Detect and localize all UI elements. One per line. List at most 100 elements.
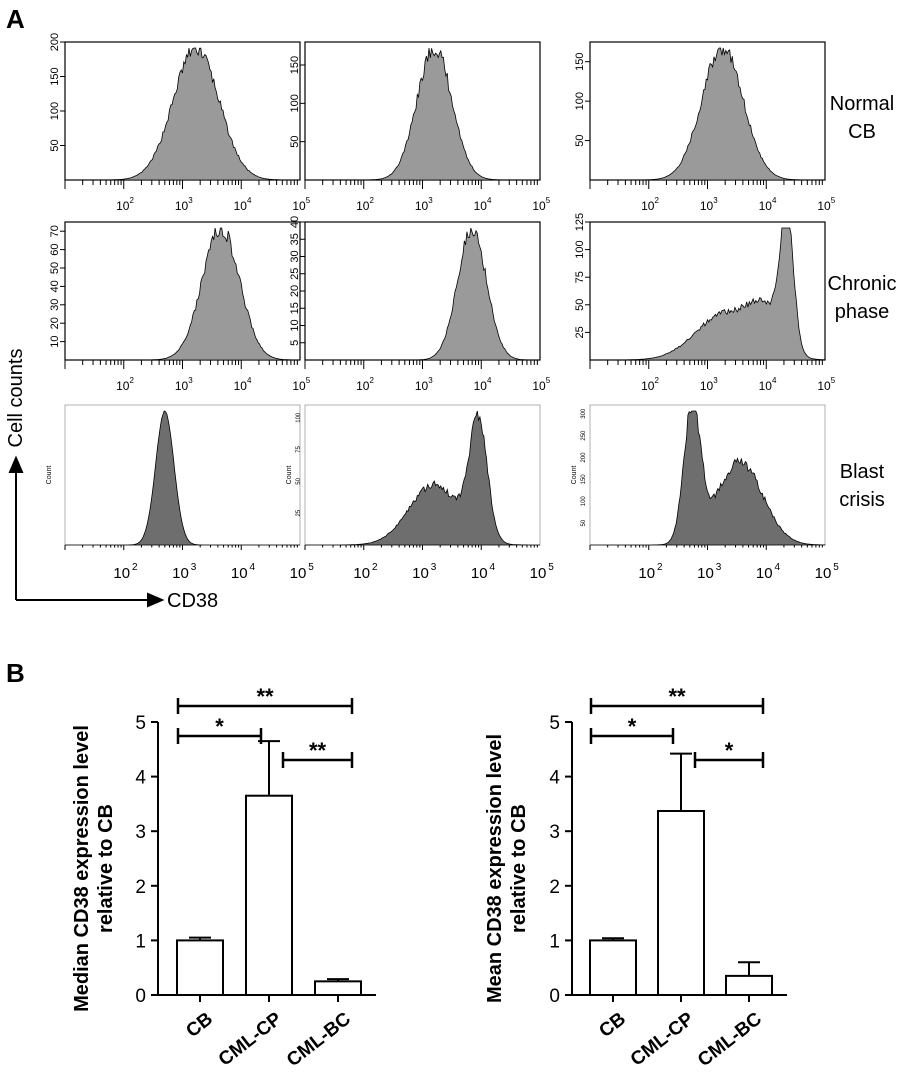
x-tick-label: 10 [817, 379, 831, 393]
category-label: CB [182, 1008, 217, 1041]
x-tick-label: 10 [234, 199, 248, 213]
x-tick-label: 10 [175, 199, 189, 213]
category-label: CML-CP [627, 1008, 698, 1070]
category-label: CB [595, 1008, 630, 1041]
histogram-area [305, 227, 540, 361]
bar-chart-2: 0 1 2 3 4 5 Mean CD38 expression level relative… [484, 684, 787, 1071]
x-tick-label: 10 [759, 379, 773, 393]
y-tick-label: 200 [49, 33, 61, 51]
significance-bracket [693, 752, 765, 768]
x-tick-label: 10 [759, 199, 773, 213]
x-tick-exponent: 2 [655, 196, 660, 205]
x-tick-label: 10 [412, 565, 429, 582]
x-tick-exponent: 5 [306, 196, 311, 205]
row-label-crisis: crisis [839, 489, 885, 511]
histogram-area [65, 227, 300, 361]
y-tick-label: 5 [135, 713, 146, 734]
bar-cml-cp [245, 794, 293, 997]
y-tick-label: 50 [581, 519, 587, 526]
row-label-chronic-phase: Chronic phase [828, 273, 897, 323]
histogram-frame [64, 221, 301, 361]
x-tick-exponent: 4 [774, 562, 780, 573]
x-tick-exponent: 5 [833, 562, 839, 573]
y-tick-label: 40 [49, 280, 61, 292]
significance-bracket [281, 752, 354, 768]
histogram-area [590, 47, 825, 181]
x-tick-exponent: 4 [247, 196, 252, 205]
bar-cml-bc [725, 974, 773, 997]
y-tick-label: 100 [574, 92, 586, 110]
y-tick-label: 50 [289, 136, 301, 148]
histogram-frame [304, 221, 541, 361]
y-tick-label: 20 [49, 317, 61, 329]
count-label: Count [46, 466, 53, 485]
significance-label: ** [668, 684, 686, 709]
histogram-area [305, 47, 540, 181]
y-tick-label: 40 [289, 216, 301, 228]
y-tick-label: 20 [289, 285, 301, 297]
x-tick-label: 10 [234, 379, 248, 393]
row-label-blast: Blast [840, 461, 885, 483]
x-tick-exponent: 3 [713, 196, 718, 205]
x-tick-exponent: 5 [548, 562, 554, 573]
x-tick-exponent: 2 [370, 196, 375, 205]
y-tick-label: 150 [574, 53, 586, 71]
count-label: Count [571, 466, 578, 485]
y-tick-label: 50 [574, 134, 586, 146]
histogram-area [65, 410, 300, 546]
category-label: CML-BC [283, 1008, 355, 1071]
x-tick-exponent: 2 [372, 562, 378, 573]
x-tick-exponent: 2 [132, 562, 138, 573]
x-tick-label: 10 [697, 565, 714, 582]
x-tick-exponent: 3 [713, 376, 718, 385]
count-label: Count [286, 466, 293, 485]
y-tick-label: 50 [49, 262, 61, 274]
y-tick-label: 4 [549, 768, 560, 789]
bar-cml-bc [314, 980, 362, 996]
y-tick-label: 1 [549, 931, 560, 952]
x-tick-exponent: 2 [130, 376, 135, 385]
x-tick-label: 10 [474, 199, 488, 213]
x-tick-exponent: 2 [657, 562, 663, 573]
y-tick-label: 0 [135, 986, 146, 1007]
x-tick-exponent: 3 [188, 196, 193, 205]
bar-cb [589, 939, 637, 997]
x-ticks [304, 360, 538, 369]
y-tick-label: 150 [289, 56, 301, 74]
y-axis-label: Cell counts [5, 349, 27, 448]
x-tick-exponent: 5 [308, 562, 314, 573]
significance-bracket [589, 698, 765, 714]
y-tick-label: 100 [289, 94, 301, 112]
x-ticks [589, 180, 823, 189]
x-tick-label: 10 [471, 565, 488, 582]
y-tick-label: 100 [296, 412, 302, 423]
row-label-normal: Normal [830, 93, 894, 115]
x-tick-exponent: 3 [431, 562, 437, 573]
row-label-cb: CB [848, 121, 876, 143]
x-tick-exponent: 2 [130, 196, 135, 205]
x-tick-exponent: 4 [249, 562, 255, 573]
x-tick-label: 10 [113, 565, 130, 582]
y-tick-label: 25 [289, 268, 301, 280]
y-axis-label-line2: relative to CB [508, 804, 530, 933]
y-tick-label: 30 [49, 299, 61, 311]
x-tick-exponent: 5 [546, 196, 551, 205]
y-tick-label: 25 [574, 326, 586, 338]
significance-bracket [589, 728, 675, 744]
x-tick-exponent: 4 [772, 376, 777, 385]
x-tick-exponent: 3 [428, 376, 433, 385]
x-tick-label: 10 [532, 199, 546, 213]
y-tick-label: 2 [135, 877, 146, 898]
x-tick-exponent: 3 [188, 376, 193, 385]
x-tick-label: 10 [641, 379, 655, 393]
histogram-area [65, 47, 300, 181]
x-tick-label: 10 [700, 379, 714, 393]
x-ticks [64, 360, 298, 369]
